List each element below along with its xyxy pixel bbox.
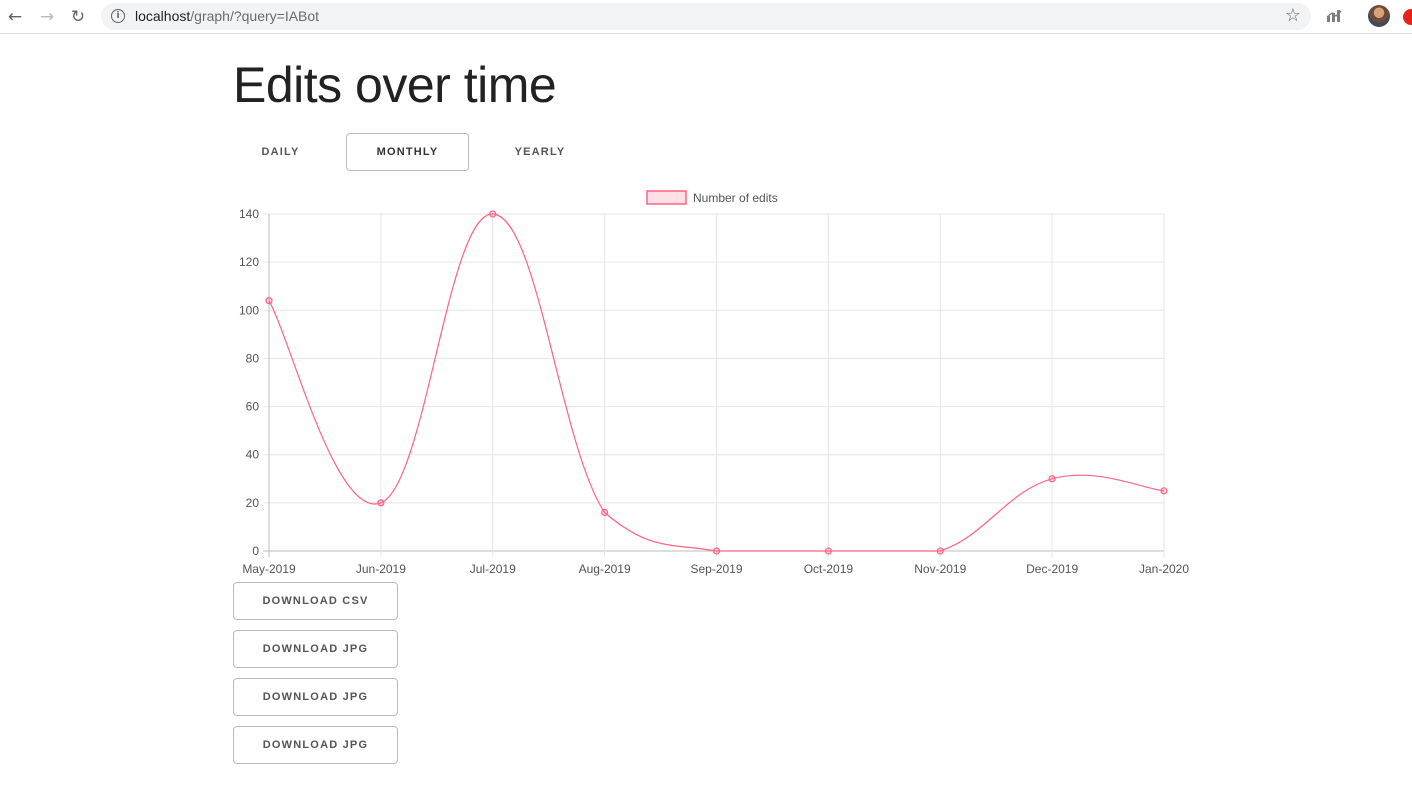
series-line-number-of-edits bbox=[268, 213, 1165, 552]
forward-arrow-icon[interactable]: → bbox=[39, 7, 55, 27]
data-point bbox=[489, 210, 497, 218]
tab-yearly[interactable]: YEARLY bbox=[482, 133, 598, 171]
download-jpg-button-1[interactable]: DOWNLOAD JPG bbox=[233, 630, 398, 668]
info-icon[interactable]: i bbox=[111, 9, 125, 23]
y-tick-label: 40 bbox=[246, 448, 260, 462]
extension-badge-icon[interactable] bbox=[1403, 9, 1412, 25]
browser-toolbar: ← → ↻ i localhost/graph/?query=IABot ☆ bbox=[0, 0, 1412, 34]
data-point bbox=[936, 547, 944, 555]
x-tick-label: Jul-2019 bbox=[470, 562, 516, 576]
y-tick-label: 60 bbox=[246, 400, 260, 414]
x-tick-label: Jun-2019 bbox=[356, 562, 406, 576]
y-tick-label: 20 bbox=[246, 496, 260, 510]
data-point bbox=[377, 499, 385, 507]
tab-monthly[interactable]: MONTHLY bbox=[346, 133, 469, 171]
x-tick-label: Sep-2019 bbox=[690, 562, 742, 576]
y-tick-label: 120 bbox=[239, 255, 259, 269]
profile-avatar[interactable] bbox=[1368, 5, 1390, 27]
x-tick-label: Dec-2019 bbox=[1026, 562, 1078, 576]
x-tick-label: Jan-2020 bbox=[1139, 562, 1189, 576]
download-jpg-button-2[interactable]: DOWNLOAD JPG bbox=[233, 678, 398, 716]
data-point bbox=[265, 297, 273, 305]
reload-icon[interactable]: ↻ bbox=[70, 7, 86, 27]
star-icon[interactable]: ☆ bbox=[1284, 5, 1301, 26]
x-tick-label: Nov-2019 bbox=[914, 562, 966, 576]
data-point bbox=[824, 547, 832, 555]
address-bar[interactable]: i localhost/graph/?query=IABot ☆ bbox=[101, 3, 1311, 30]
url-host: localhost bbox=[135, 8, 191, 24]
x-tick-label: May-2019 bbox=[242, 562, 296, 576]
y-tick-label: 140 bbox=[239, 207, 259, 221]
download-jpg-button-3[interactable]: DOWNLOAD JPG bbox=[233, 726, 398, 764]
data-point bbox=[1048, 475, 1056, 483]
y-tick-label: 100 bbox=[239, 303, 259, 317]
download-csv-button[interactable]: DOWNLOAD CSV bbox=[233, 582, 398, 620]
tab-daily[interactable]: DAILY bbox=[233, 133, 328, 171]
data-point bbox=[1160, 487, 1168, 495]
legend-label: Number of edits bbox=[693, 191, 778, 205]
url-text[interactable]: localhost/graph/?query=IABot bbox=[135, 8, 319, 24]
x-tick-label: Aug-2019 bbox=[579, 562, 631, 576]
data-point bbox=[712, 547, 721, 555]
edits-line-chart: 0 20 40 60 80 100 120 140 May-2019 Jun-2019 Jul-20… bbox=[239, 190, 1189, 576]
y-tick-label: 0 bbox=[252, 544, 259, 558]
x-tick-label: Oct-2019 bbox=[804, 562, 854, 576]
url-path: /graph/?query=IABot bbox=[190, 8, 320, 24]
y-tick-label: 80 bbox=[246, 351, 260, 365]
data-point bbox=[601, 508, 609, 517]
extension-chart-icon[interactable] bbox=[1326, 9, 1342, 23]
legend-swatch bbox=[646, 190, 687, 205]
page-title: Edits over time bbox=[233, 57, 557, 113]
back-arrow-icon[interactable]: ← bbox=[7, 7, 23, 27]
